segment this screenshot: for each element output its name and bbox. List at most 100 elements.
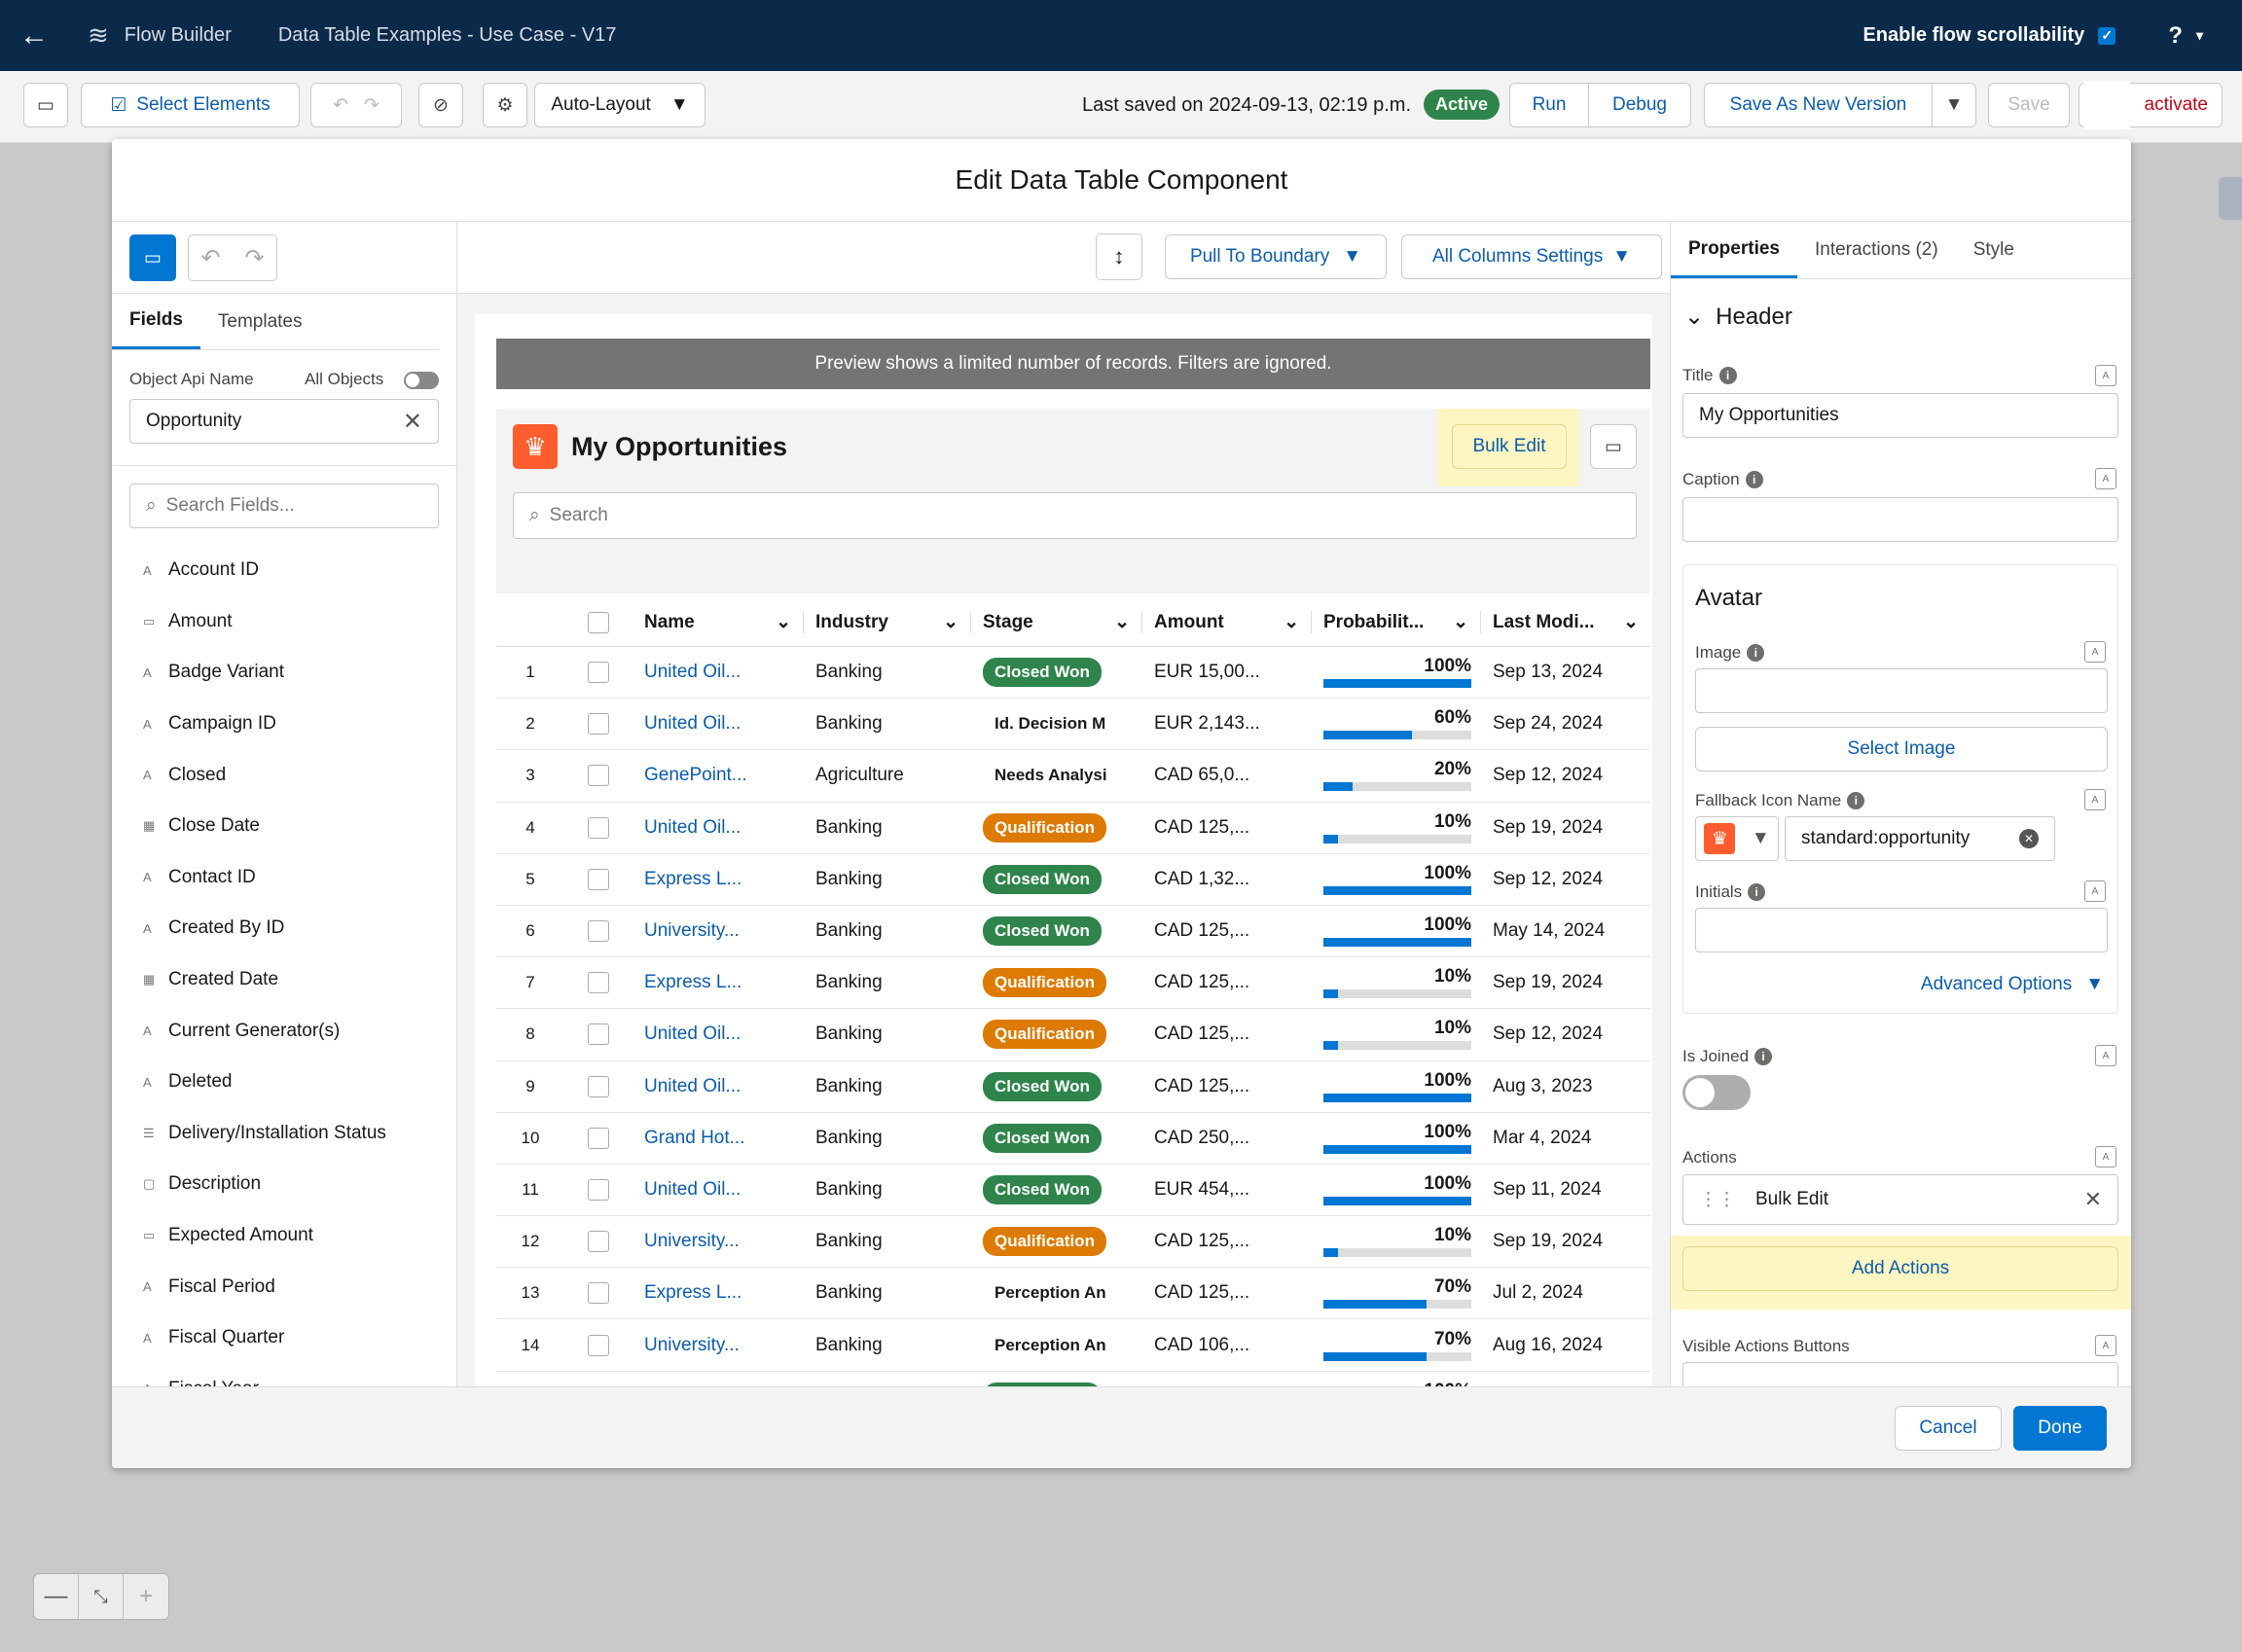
field-item[interactable]: A Closed	[112, 749, 456, 801]
tab-properties[interactable]: Properties	[1671, 222, 1797, 278]
opportunity-name-link[interactable]: United Oil...	[644, 713, 741, 735]
redo-icon[interactable]: ↷	[363, 94, 380, 116]
action-item[interactable]: ⋮⋮ Bulk Edit ✕	[1682, 1174, 2118, 1225]
col-header-industry[interactable]: Industry ⌄	[804, 611, 971, 633]
vertical-resize-icon[interactable]: ↕	[1096, 233, 1142, 280]
opportunity-name-link[interactable]: United Oil...	[644, 816, 741, 838]
search-fields-input[interactable]: ⌕ Search Fields...	[129, 484, 439, 528]
row-checkbox[interactable]	[588, 713, 609, 736]
opportunity-name-link[interactable]: Grand Hot...	[644, 1127, 745, 1148]
visible-actions-input[interactable]	[1682, 1362, 2118, 1386]
bulk-edit-button[interactable]: Bulk Edit	[1452, 424, 1567, 469]
done-button[interactable]: Done	[2013, 1406, 2107, 1451]
fallback-icon-input[interactable]: standard:opportunity ✕	[1785, 816, 2055, 861]
opportunity-name-link[interactable]: United Oil...	[644, 662, 741, 683]
opportunity-name-link[interactable]: United Oil...	[644, 1075, 741, 1096]
col-header-probability[interactable]: Probabilit... ⌄	[1312, 611, 1481, 633]
opportunity-name-link[interactable]: University...	[644, 920, 740, 942]
add-actions-button[interactable]: Add Actions	[1682, 1246, 2118, 1291]
row-checkbox[interactable]	[588, 972, 609, 994]
row-checkbox[interactable]	[588, 868, 609, 890]
stop-button[interactable]: ⊘	[418, 83, 463, 127]
field-item[interactable]: ▭ Amount	[112, 596, 456, 648]
row-checkbox[interactable]	[588, 662, 609, 684]
advanced-options-link[interactable]: Advanced Options ▼	[1921, 974, 2104, 995]
header-section-toggle[interactable]: ⌄ Header	[1684, 303, 1792, 331]
field-item[interactable]: ▭ Expected Amount	[112, 1210, 456, 1262]
opportunity-name-link[interactable]: GenePoint...	[644, 765, 747, 786]
is-joined-toggle[interactable]	[1682, 1075, 1751, 1110]
row-checkbox[interactable]	[588, 1334, 609, 1356]
opportunity-name-link[interactable]: University...	[644, 1334, 740, 1355]
zoom-out-icon[interactable]: —	[34, 1574, 79, 1619]
clear-icon[interactable]: ✕	[2019, 829, 2039, 848]
tab-interactions[interactable]: Interactions (2)	[1814, 239, 1938, 260]
col-header-amount[interactable]: Amount ⌄	[1142, 611, 1312, 633]
opportunity-name-link[interactable]: Express L...	[644, 972, 742, 993]
col-header-name[interactable]: Name ⌄	[633, 611, 804, 633]
formula-icon[interactable]: A	[2095, 1335, 2116, 1356]
opportunity-name-link[interactable]: Express L...	[644, 1282, 742, 1304]
opportunity-name-link[interactable]: United Oil...	[644, 1178, 741, 1200]
icon-picker[interactable]: ♛ ▼	[1695, 816, 1779, 861]
row-checkbox[interactable]	[588, 1075, 609, 1097]
row-checkbox[interactable]	[588, 1231, 609, 1253]
undo-icon[interactable]: ↶	[200, 244, 221, 271]
row-checkbox[interactable]	[588, 1282, 609, 1305]
cancel-button[interactable]: Cancel	[1895, 1406, 2002, 1451]
canvas-side-tab[interactable]	[2219, 177, 2242, 220]
opportunity-name-link[interactable]: University...	[644, 1231, 740, 1252]
field-item[interactable]: A Fiscal Period	[112, 1261, 456, 1312]
zoom-in-icon[interactable]: +	[138, 1583, 153, 1609]
image-input[interactable]	[1695, 668, 2108, 713]
formula-icon[interactable]: A	[2095, 468, 2116, 489]
select-all-checkbox[interactable]	[588, 611, 609, 633]
row-checkbox[interactable]	[588, 765, 609, 787]
field-item[interactable]: A Campaign ID	[112, 699, 456, 750]
row-checkbox[interactable]	[588, 920, 609, 943]
scroll-checkbox[interactable]: ✓	[2098, 26, 2116, 45]
drag-handle-icon[interactable]: ⋮⋮	[1699, 1189, 1736, 1210]
field-item[interactable]: ▦ Created Date	[112, 954, 456, 1006]
help-icon[interactable]: ?	[2168, 21, 2183, 49]
table-panel-button[interactable]: ▭	[1590, 424, 1637, 469]
opportunity-name-link[interactable]: United Oil...	[644, 1024, 741, 1045]
formula-icon[interactable]: A	[2084, 641, 2106, 663]
undo-redo-group[interactable]: ↶ ↷	[310, 83, 402, 127]
save-menu-button[interactable]: ▼	[1932, 83, 1976, 127]
clear-icon[interactable]: ✕	[402, 408, 422, 435]
panel-toggle-icon[interactable]: ▭	[129, 234, 176, 281]
col-header-stage[interactable]: Stage ⌄	[971, 611, 1142, 633]
title-input[interactable]: My Opportunities	[1682, 393, 2118, 438]
pull-to-boundary-button[interactable]: Pull To Boundary ▼	[1165, 234, 1387, 279]
formula-icon[interactable]: A	[2084, 880, 2106, 902]
select-elements-button[interactable]: ☑ Select Elements	[81, 83, 300, 127]
field-item[interactable]: ▢ Description	[112, 1159, 456, 1210]
field-item[interactable]: A Fiscal Quarter	[112, 1312, 456, 1364]
row-checkbox[interactable]	[588, 1024, 609, 1046]
debug-button[interactable]: Debug	[1588, 83, 1691, 127]
formula-icon[interactable]: A	[2095, 1045, 2116, 1066]
all-columns-settings-button[interactable]: All Columns Settings ▼	[1401, 234, 1662, 279]
field-item[interactable]: A Created By ID	[112, 903, 456, 954]
row-checkbox[interactable]	[588, 816, 609, 839]
fit-view-icon[interactable]: ⤡	[79, 1574, 124, 1619]
field-item[interactable]: A Badge Variant	[112, 647, 456, 699]
field-item[interactable]: A Account ID	[112, 545, 456, 596]
panel-toggle-button[interactable]: ▭	[23, 83, 68, 127]
remove-icon[interactable]: ✕	[2083, 1187, 2102, 1211]
all-objects-toggle[interactable]	[404, 372, 439, 389]
row-checkbox[interactable]	[588, 1178, 609, 1201]
caption-input[interactable]	[1682, 497, 2118, 542]
opportunity-name-link[interactable]: Express L...	[644, 868, 742, 889]
tab-style[interactable]: Style	[1972, 239, 2014, 260]
field-item[interactable]: A Contact ID	[112, 852, 456, 904]
save-button[interactable]: Save	[1988, 83, 2070, 127]
table-search-input[interactable]: ⌕ Search	[513, 492, 1637, 539]
undo-icon[interactable]: ↶	[333, 94, 349, 116]
initials-input[interactable]	[1695, 908, 2108, 952]
run-button[interactable]: Run	[1509, 83, 1589, 127]
formula-icon[interactable]: A	[2095, 1146, 2116, 1167]
settings-button[interactable]: ⚙	[483, 83, 527, 127]
